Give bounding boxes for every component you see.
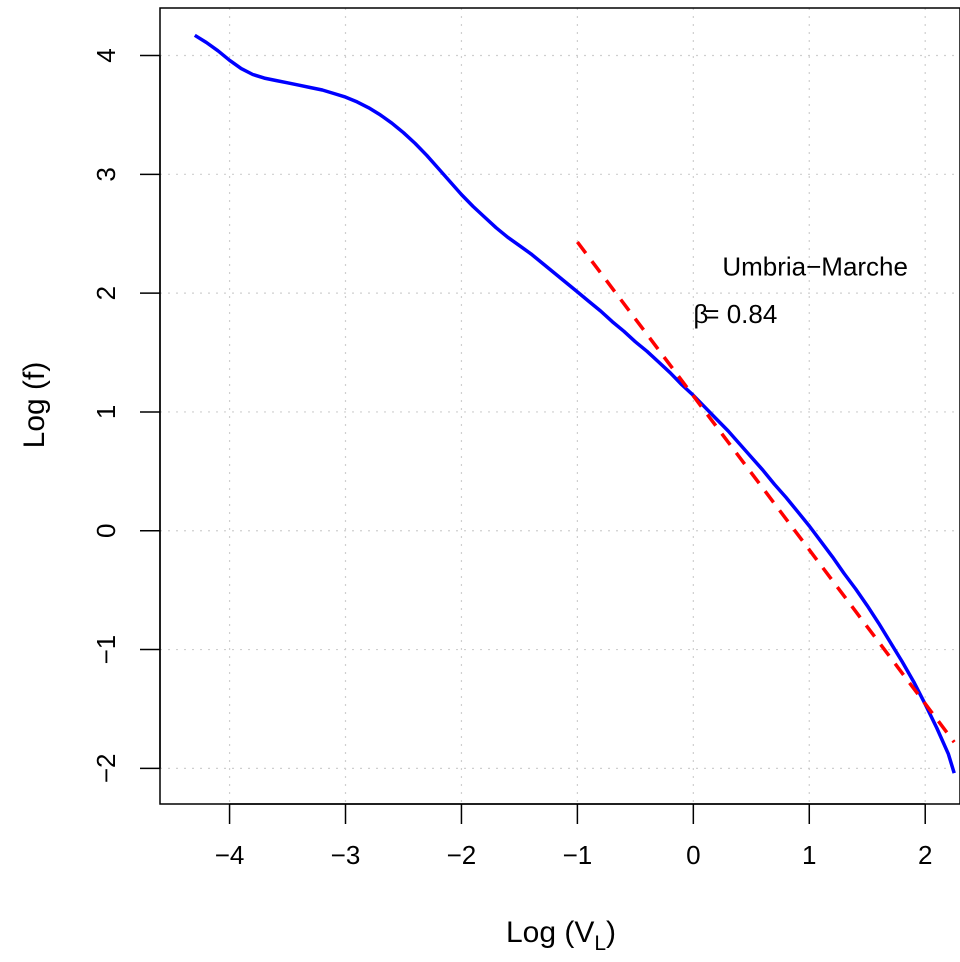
x-axis-title-subscript: L [594, 932, 606, 955]
fit-line-dashed [576, 240, 956, 744]
plot-frame [159, 7, 960, 805]
y-tick-label: 2 [91, 286, 121, 300]
series-line-solid [193, 33, 956, 774]
y-tick-label: −1 [91, 635, 121, 665]
x-tick-label: −3 [331, 840, 361, 870]
x-axis-title-close: ) [606, 916, 616, 949]
beta-symbol: β [693, 299, 708, 329]
y-axis: −2 −1 0 1 2 3 4 [91, 48, 161, 784]
x-axis: −4 −3 −2 −1 0 1 2 [215, 803, 932, 870]
x-tick-label: 1 [802, 840, 816, 870]
x-tick-label: −1 [563, 840, 593, 870]
y-tick-label: 1 [91, 405, 121, 419]
annotation-title: Umbria−Marche [722, 251, 908, 281]
x-tick-label: 2 [918, 840, 932, 870]
series-layer [193, 33, 956, 774]
beta-value: = 0.84 [704, 299, 777, 329]
y-tick-label: 4 [91, 48, 121, 62]
x-tick-label: −2 [447, 840, 477, 870]
x-axis-title: Log (VL) [506, 916, 616, 955]
x-tick-label: 0 [686, 840, 700, 870]
y-axis-title: Log (f) [18, 362, 51, 449]
grid [160, 8, 960, 804]
y-tick-label: 3 [91, 167, 121, 181]
x-axis-title-main: Log (V [506, 916, 594, 949]
annotation-beta: β= 0.84 [693, 299, 777, 329]
x-tick-label: −4 [215, 840, 245, 870]
y-tick-label: 0 [91, 524, 121, 538]
y-tick-label: −2 [91, 754, 121, 784]
